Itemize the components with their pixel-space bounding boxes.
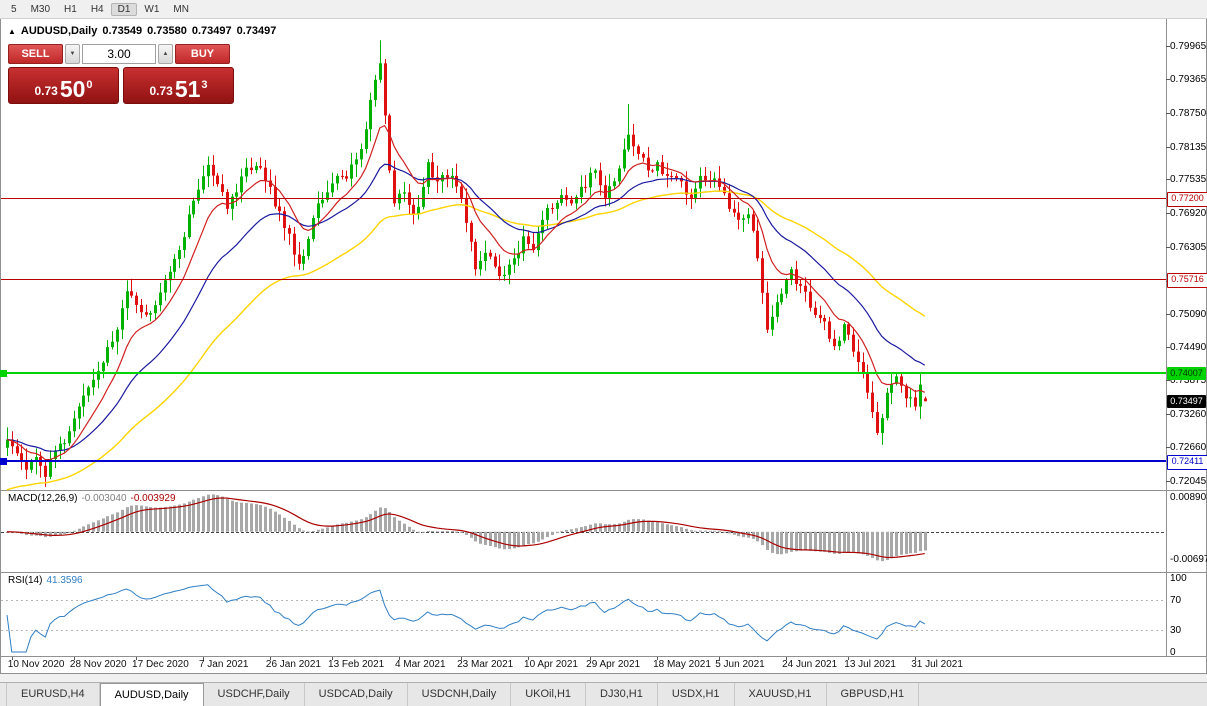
date-label: 17 Dec 2020 (132, 659, 189, 670)
timeframe-button-m30[interactable]: M30 (30, 3, 51, 15)
price-axis-label: 0.75090 (1170, 308, 1207, 320)
one-click-toggle-icon[interactable]: ▲ (8, 27, 16, 36)
date-label: 13 Jul 2021 (844, 659, 896, 670)
price-axis-label: 0.78750 (1170, 107, 1207, 119)
macd-axis-label: -0.00697 (1170, 554, 1207, 565)
price-axis-label: 0.77535 (1170, 174, 1207, 186)
chart-tab-bar: EURUSD,H4 AUDUSD,Daily USDCHF,Daily USDCAD,… (0, 682, 1207, 706)
timeframe-toolbar: 5 M30 H1 H4 D1 W1 MN (0, 0, 1207, 19)
ask-prefix: 0.73 (149, 84, 173, 98)
rsi-title: RSI(14) (8, 575, 43, 586)
date-label: 10 Nov 2020 (7, 659, 65, 670)
tab-gbpusd-h1[interactable]: GBPUSD,H1 (827, 683, 920, 706)
rsi-axis-label: 70 (1170, 595, 1182, 607)
price-axis-label: 0.73260 (1170, 409, 1207, 421)
chart-ohlc-title: ▲ AUDUSD,Daily 0.73549 0.73580 0.73497 0.7349… (8, 25, 281, 37)
date-label: 4 Mar 2021 (394, 659, 446, 670)
volume-input[interactable] (82, 44, 156, 64)
tab-usdx-h1[interactable]: USDX,H1 (658, 683, 735, 706)
bid-big-digits: 50 (59, 76, 86, 102)
date-label: 18 May 2021 (653, 659, 711, 670)
price-axis-label: 0.72045 (1170, 475, 1207, 487)
timeframe-button-w1[interactable]: W1 (144, 3, 160, 15)
bid-pip-digit: 0 (86, 79, 93, 91)
macd-title: MACD(12,26,9) (8, 493, 78, 504)
sell-button[interactable]: SELL (8, 44, 63, 64)
tab-xauusd-h1[interactable]: XAUUSD,H1 (735, 683, 827, 706)
ohlc-high: 0.73580 (147, 25, 187, 37)
bid-prefix: 0.73 (34, 84, 58, 98)
tab-dj30-h1[interactable]: DJ30,H1 (586, 683, 658, 706)
timeframe-button-d1[interactable]: D1 (110, 2, 138, 16)
price-axis-label: 0.78135 (1170, 141, 1207, 153)
bid-price-display[interactable]: 0.73 50 0 (8, 67, 119, 104)
date-label: 13 Feb 2021 (328, 659, 385, 670)
date-label: 26 Jan 2021 (265, 659, 321, 670)
price-axis-label: 0.79365 (1170, 73, 1207, 85)
one-click-order-row: SELL ▼ ▲ BUY (8, 44, 234, 64)
date-label: 5 Jun 2021 (715, 659, 765, 670)
timeframe-button-h4[interactable]: H4 (90, 3, 104, 15)
tab-usdcad-daily[interactable]: USDCAD,Daily (305, 683, 408, 706)
hline-price-tag[interactable]: 0.75716 (1167, 273, 1207, 289)
timeframe-button-5[interactable]: 5 (11, 3, 17, 15)
price-axis-label: 0.76920 (1170, 208, 1207, 220)
volume-increase-button[interactable]: ▲ (158, 44, 173, 64)
date-label: 28 Nov 2020 (69, 659, 127, 670)
price-axis-label: 0.73875 (1170, 375, 1207, 387)
ask-price-display[interactable]: 0.73 51 3 (123, 67, 234, 104)
ohlc-close: 0.73497 (236, 25, 277, 37)
hline-price-tag[interactable]: 0.77200 (1167, 191, 1207, 207)
one-click-price-row: 0.73 50 0 0.73 51 3 (8, 67, 234, 104)
ask-big-digits: 51 (174, 76, 201, 102)
hline-price-tag[interactable]: 0.74007 (1167, 367, 1206, 381)
macd-signal-value: -0.003929 (130, 493, 176, 504)
ohlc-low: 0.73497 (191, 25, 232, 37)
price-axis-label: 0.72660 (1170, 442, 1207, 454)
rsi-value: 41.3596 (46, 575, 83, 586)
macd-indicator-label: MACD(12,26,9) -0.003040 -0.003929 (8, 493, 180, 504)
macd-histogram-value: -0.003040 (81, 493, 127, 504)
date-label: 31 Jul 2021 (911, 659, 963, 670)
tab-usdcnh-daily[interactable]: USDCNH,Daily (408, 683, 512, 706)
price-axis-label: 0.76305 (1170, 242, 1207, 254)
tab-ukoil-h1[interactable]: UKOil,H1 (511, 683, 587, 706)
date-label: 24 Jun 2021 (782, 659, 838, 670)
rsi-axis-label: 0 (1170, 647, 1176, 658)
current-price-tag: 0.73497 (1167, 395, 1206, 409)
chart-symbol-period: AUDUSD,Daily (20, 25, 98, 37)
volume-decrease-button[interactable]: ▼ (65, 44, 80, 64)
ohlc-open: 0.73549 (102, 25, 143, 37)
ask-pip-digit: 3 (201, 79, 208, 91)
buy-button[interactable]: BUY (175, 44, 230, 64)
rsi-indicator-label: RSI(14) 41.3596 (8, 575, 87, 586)
timeframe-button-mn[interactable]: MN (173, 3, 189, 15)
timeframe-button-h1[interactable]: H1 (64, 3, 77, 15)
macd-axis-label: 0.008903 (1170, 492, 1207, 503)
hline-price-tag[interactable]: 0.72411 (1167, 454, 1207, 470)
date-label: 7 Jan 2021 (198, 659, 249, 670)
rsi-axis-label: 100 (1170, 573, 1187, 584)
price-axis-label: 0.79965 (1170, 41, 1207, 52)
date-label: 29 Apr 2021 (586, 659, 641, 670)
tab-audusd-daily[interactable]: AUDUSD,Daily (99, 683, 204, 706)
price-axis-label: 0.74490 (1170, 341, 1207, 353)
date-label: 23 Mar 2021 (457, 659, 514, 670)
tab-eurusd-h4[interactable]: EURUSD,H4 (6, 683, 100, 706)
rsi-axis-label: 30 (1170, 624, 1182, 636)
tab-usdchf-daily[interactable]: USDCHF,Daily (204, 683, 305, 706)
date-label: 10 Apr 2021 (524, 659, 578, 670)
